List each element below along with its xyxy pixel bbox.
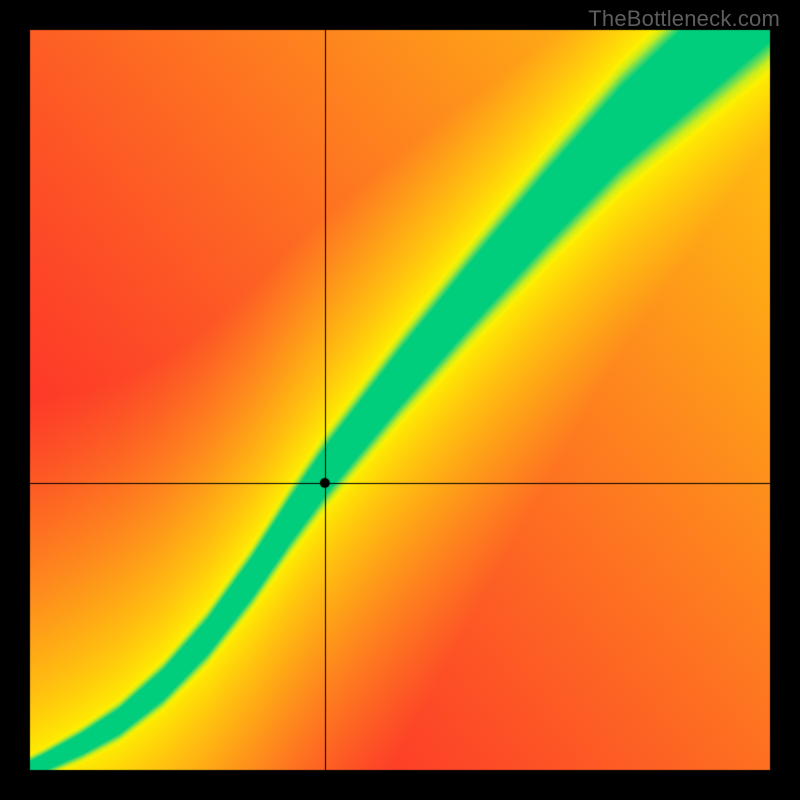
bottleneck-heatmap (0, 0, 800, 800)
chart-container: TheBottleneck.com (0, 0, 800, 800)
